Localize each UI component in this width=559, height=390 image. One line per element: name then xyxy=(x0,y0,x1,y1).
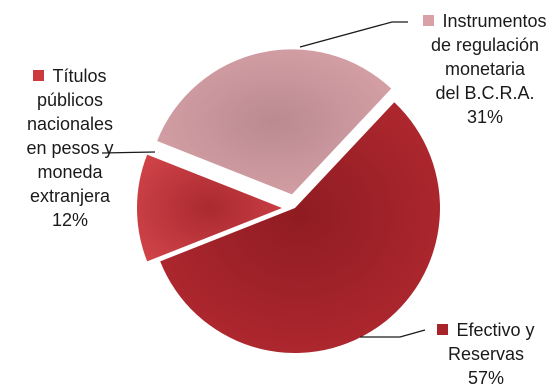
slice-instrumentos xyxy=(157,49,392,195)
percent-label-instrumentos: 31% xyxy=(466,107,504,127)
slice-label-titulos: Títulos públicos nacionales en pesos y m… xyxy=(0,64,140,232)
percent-label-efectivo: 57% xyxy=(467,368,505,388)
slice-efectivo xyxy=(160,102,441,353)
legend-swatch-efectivo xyxy=(437,324,449,335)
label-line: del B.C.R.A. xyxy=(435,83,535,103)
label-line: públicos xyxy=(36,90,104,110)
label-line: monetaria xyxy=(444,59,526,79)
label-line: Efectivo y xyxy=(456,320,535,340)
slice-label-instrumentos: Instrumentos de regulación monetaria del… xyxy=(410,9,559,129)
slice-titulos xyxy=(137,154,282,262)
leader-line-efectivo xyxy=(360,329,426,338)
leader-line-titulos xyxy=(101,151,156,154)
legend-swatch-instrumentos xyxy=(423,15,435,26)
legend-swatch-titulos xyxy=(33,70,45,81)
label-line: moneda xyxy=(37,162,103,182)
label-line: nacionales xyxy=(26,114,114,134)
label-line: de regulación xyxy=(430,35,540,55)
label-line: en pesos y xyxy=(26,138,114,158)
label-line: extranjera xyxy=(29,186,111,206)
percent-label-titulos: 12% xyxy=(51,210,89,230)
leader-line-instrumentos xyxy=(299,21,408,48)
label-line: Reservas xyxy=(447,344,525,364)
label-line: Instrumentos xyxy=(442,11,547,31)
label-line: Títulos xyxy=(52,66,107,86)
slice-label-efectivo: Efectivo y Reservas 57% xyxy=(418,318,554,390)
